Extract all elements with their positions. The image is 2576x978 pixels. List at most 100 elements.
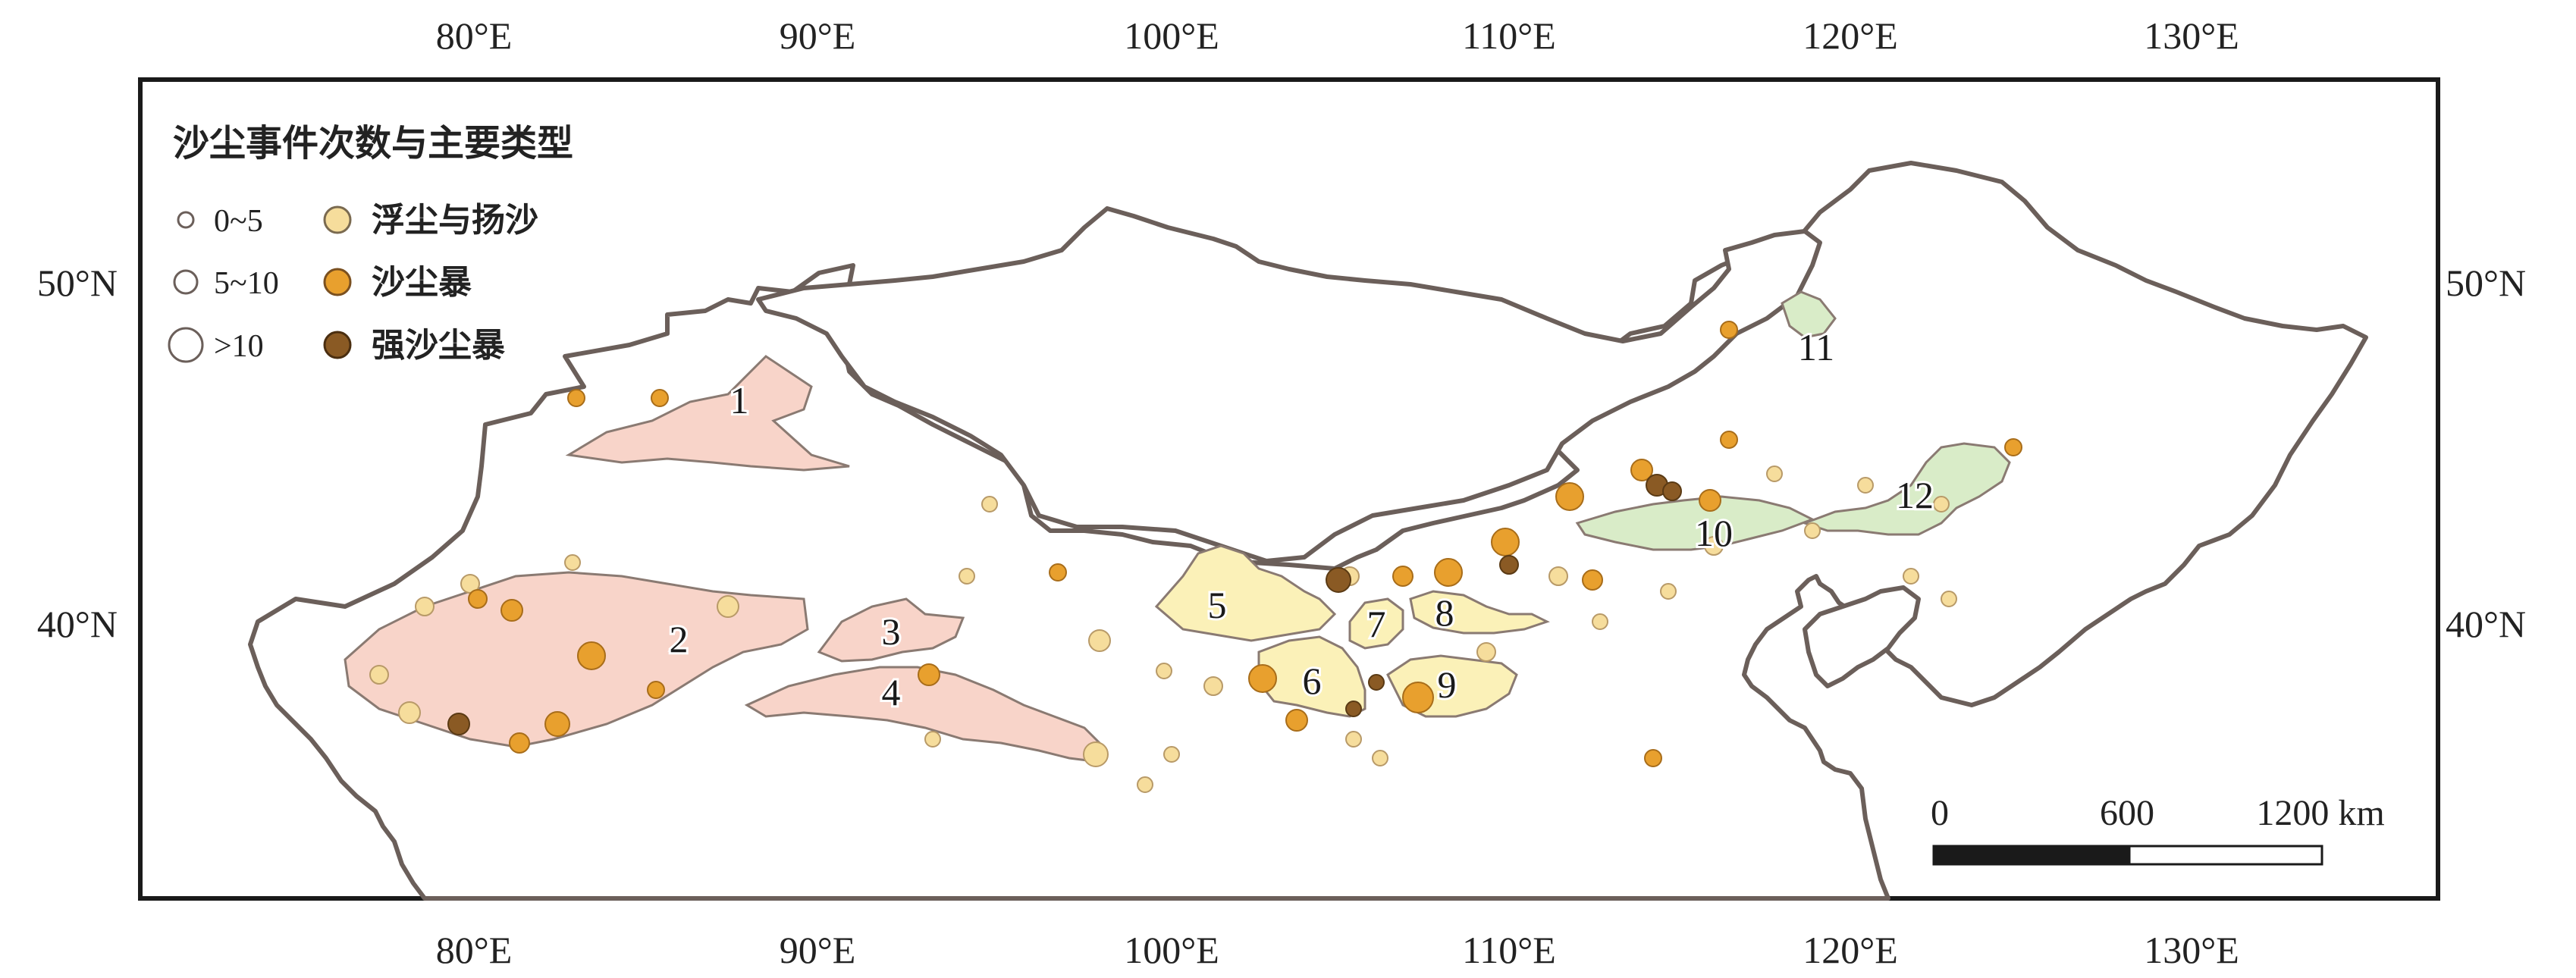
region-label-11: 11: [1798, 326, 1834, 368]
legend-type-floating-symbol: [323, 205, 352, 234]
right-tick-50n: 50°N: [2446, 262, 2526, 304]
event-point-floating: [415, 597, 435, 616]
legend-size-small-label: 0~5: [214, 204, 263, 239]
region-5-polygon: [1154, 544, 1337, 642]
region-label-6: 6: [1303, 660, 1322, 702]
event-point-floating: [1088, 629, 1111, 652]
legend-size-small-symbol: [177, 211, 195, 229]
scale-bar-light-segment: [2128, 845, 2323, 866]
event-point-severe: [1326, 567, 1351, 593]
event-point-storm: [1630, 459, 1653, 481]
region-label-2: 2: [670, 618, 689, 660]
event-point-storm: [1049, 563, 1067, 581]
event-point-floating: [981, 496, 998, 513]
mongolia-border: [756, 206, 1822, 563]
top-tick-100: 100°E: [1124, 14, 1219, 57]
event-point-storm: [468, 589, 488, 609]
event-point-storm: [1582, 569, 1603, 591]
legend-size-large-symbol: [168, 327, 204, 363]
region-10-polygon: [1575, 495, 1815, 551]
event-point-floating: [1933, 496, 1950, 513]
event-point-storm: [918, 663, 940, 686]
top-tick-80: 80°E: [436, 14, 513, 57]
event-point-floating: [1372, 750, 1388, 766]
region-label-3: 3: [882, 610, 901, 653]
event-point-floating: [1704, 536, 1724, 556]
event-point-storm: [1491, 528, 1520, 556]
region-6-polygon: [1257, 635, 1366, 718]
scale-bar: 0 600 1200 km: [1931, 793, 2385, 866]
event-point-floating: [717, 595, 739, 618]
legend-type-severe-symbol: [323, 331, 352, 359]
bottom-tick-80: 80°E: [436, 929, 513, 971]
scale-bar-dark-segment: [1932, 845, 2131, 866]
event-point-floating: [1083, 741, 1109, 767]
left-axis: 50°N 40°N: [37, 262, 118, 645]
region-label-10: 10: [1695, 512, 1733, 554]
legend-size-large-label: >10: [214, 329, 264, 364]
bottom-tick-110: 110°E: [1462, 929, 1556, 971]
top-tick-110: 110°E: [1462, 14, 1556, 57]
event-point-storm: [1699, 489, 1721, 512]
left-tick-50n: 50°N: [37, 262, 118, 304]
event-point-floating: [1941, 591, 1957, 607]
region-12-polygon: [1801, 442, 2011, 536]
region-11-polygon: [1781, 290, 1837, 339]
event-point-floating: [398, 701, 421, 724]
event-point-storm: [1720, 321, 1738, 339]
scale-label-0: 0: [1931, 793, 1949, 833]
event-point-floating: [1804, 522, 1821, 539]
event-point-severe: [447, 713, 470, 735]
event-point-severe: [1368, 674, 1385, 691]
event-point-floating: [1345, 731, 1362, 748]
event-point-floating: [1766, 465, 1783, 482]
region-7-polygon: [1348, 597, 1404, 650]
bottom-tick-120: 120°E: [1803, 929, 1898, 971]
event-point-storm: [1285, 709, 1308, 732]
legend-type-storm-symbol: [323, 268, 352, 296]
event-point-floating: [1203, 676, 1223, 696]
region-2-polygon: [344, 571, 809, 748]
desert-regions: [344, 290, 2011, 763]
bottom-axis: 80°E 90°E 100°E 110°E 120°E 130°E: [436, 929, 2239, 971]
dust-event-points: [369, 321, 2022, 793]
event-point-floating: [369, 665, 389, 685]
scale-label-1200: 1200 km: [2256, 793, 2384, 833]
event-point-storm: [1434, 558, 1463, 587]
event-point-floating: [1592, 613, 1608, 630]
region-label-9: 9: [1438, 663, 1457, 706]
legend-type-storm-label: 沙尘暴: [372, 263, 472, 302]
legend: 沙尘事件次数与主要类型 0~5 5~10 >10 浮尘与扬沙 沙尘暴 强沙尘暴: [168, 122, 573, 365]
top-axis: 80°E 90°E 100°E 110°E 120°E 130°E: [436, 14, 2239, 57]
left-tick-40n: 40°N: [37, 603, 118, 645]
event-point-storm: [577, 641, 606, 670]
legend-title: 沙尘事件次数与主要类型: [173, 122, 573, 165]
event-point-storm: [1644, 749, 1662, 767]
region-label-8: 8: [1435, 591, 1454, 634]
coastline: [1803, 585, 1921, 688]
event-point-storm: [500, 599, 523, 622]
bottom-tick-130: 130°E: [2144, 929, 2239, 971]
bottom-tick-100: 100°E: [1124, 929, 1219, 971]
bottom-tick-90: 90°E: [780, 929, 856, 971]
top-tick-130: 130°E: [2144, 14, 2239, 57]
legend-size-medium-label: 5~10: [214, 266, 279, 301]
event-point-floating: [564, 554, 581, 571]
region-labels: 1 2 3 4 5 6 7 8 9 10 11 12: [667, 324, 1937, 716]
event-point-severe: [1345, 701, 1362, 717]
event-point-floating: [1548, 566, 1568, 586]
event-point-severe: [1499, 555, 1519, 575]
right-axis: 50°N 40°N: [2446, 262, 2526, 645]
region-3-polygon: [817, 597, 965, 663]
region-label-1: 1: [730, 379, 749, 422]
event-point-storm: [647, 681, 665, 699]
legend-type-severe-label: 强沙尘暴: [372, 326, 505, 365]
event-point-storm: [567, 389, 585, 407]
region-8-polygon: [1409, 590, 1550, 635]
region-label-5: 5: [1208, 584, 1227, 626]
event-point-storm: [1392, 566, 1414, 587]
right-tick-40n: 40°N: [2446, 603, 2526, 645]
event-point-floating: [1476, 642, 1496, 662]
legend-type-floating-label: 浮尘与扬沙: [372, 201, 538, 240]
scale-label-600: 600: [2100, 793, 2154, 833]
